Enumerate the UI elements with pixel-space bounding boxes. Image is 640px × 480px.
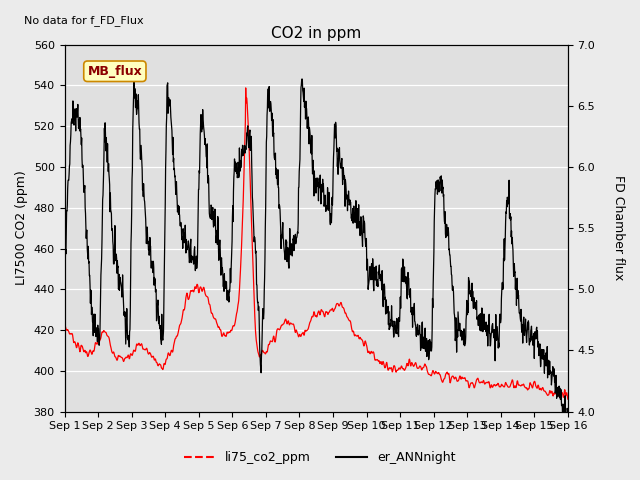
Y-axis label: LI7500 CO2 (ppm): LI7500 CO2 (ppm) bbox=[15, 171, 28, 286]
Text: No data for f_FD_Flux: No data for f_FD_Flux bbox=[24, 15, 144, 26]
Text: MB_flux: MB_flux bbox=[88, 65, 142, 78]
Y-axis label: FD Chamber flux: FD Chamber flux bbox=[612, 176, 625, 281]
Legend: li75_co2_ppm, er_ANNnight: li75_co2_ppm, er_ANNnight bbox=[179, 446, 461, 469]
Title: CO2 in ppm: CO2 in ppm bbox=[271, 25, 362, 41]
